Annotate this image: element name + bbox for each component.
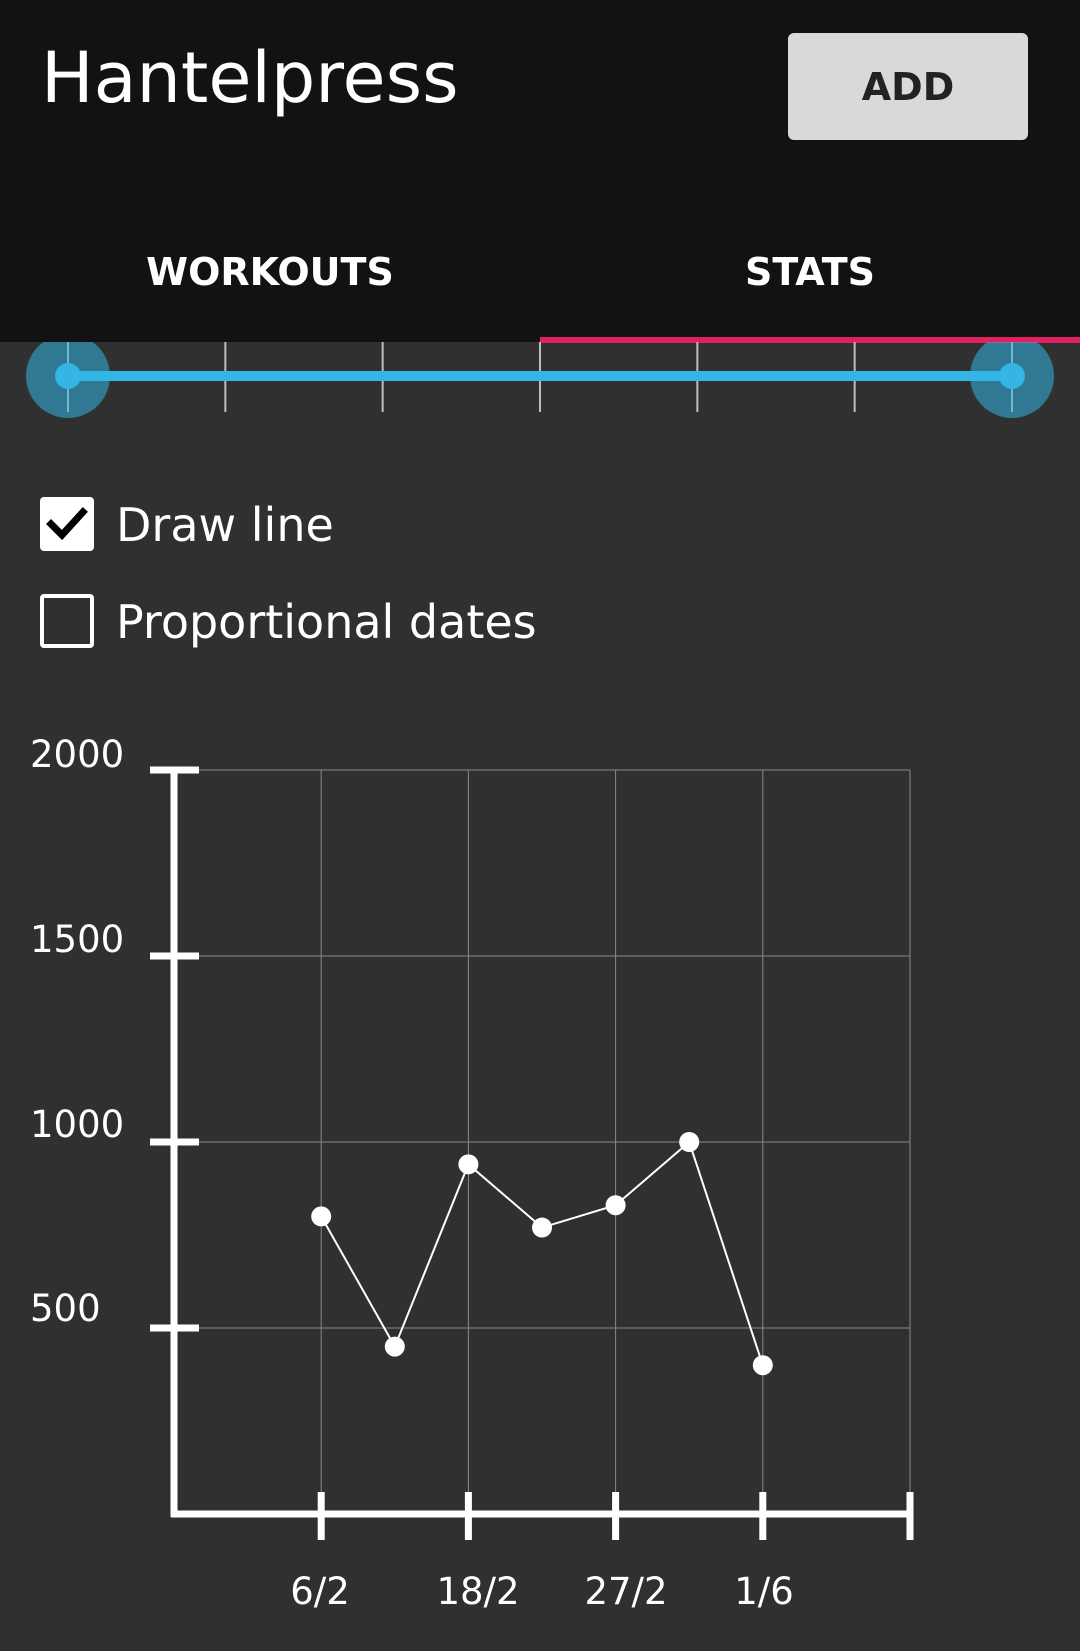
x-tick-label: 18/2 <box>436 1570 520 1613</box>
y-tick-label: 1000 <box>30 1103 125 1146</box>
app-title: Hantelpress <box>41 37 459 119</box>
data-point <box>458 1154 479 1175</box>
data-point <box>605 1195 626 1216</box>
data-point <box>532 1217 552 1238</box>
draw-line-checkbox[interactable] <box>40 497 94 551</box>
checkmark-icon <box>46 507 88 541</box>
y-tick-label: 2000 <box>30 733 125 776</box>
proportional-dates-label: Proportional dates <box>116 595 537 649</box>
y-tick-label: 500 <box>30 1287 101 1330</box>
app-header: Hantelpress ADD WORKOUTS STATS <box>0 0 1080 343</box>
active-tab-indicator <box>540 337 1080 343</box>
tab-stats[interactable]: STATS <box>744 250 876 294</box>
draw-line-label: Draw line <box>116 498 334 552</box>
data-point <box>679 1132 700 1152</box>
range-slider-high-thumb[interactable] <box>999 363 1025 389</box>
x-tick-label: 27/2 <box>584 1570 668 1613</box>
x-tick-label: 1/6 <box>734 1570 794 1613</box>
data-point <box>752 1355 773 1376</box>
range-slider-low-thumb[interactable] <box>55 363 81 389</box>
series-line <box>320 1140 764 1366</box>
proportional-dates-checkbox[interactable] <box>40 594 94 648</box>
x-tick-label: 6/2 <box>290 1570 350 1613</box>
date-range-slider[interactable] <box>0 342 1080 422</box>
add-button[interactable]: ADD <box>788 33 1028 140</box>
weight-chart <box>150 766 914 1540</box>
tab-workouts[interactable]: WORKOUTS <box>146 250 394 294</box>
data-point <box>311 1206 332 1227</box>
data-point <box>384 1336 405 1357</box>
y-tick-label: 1500 <box>30 918 125 961</box>
